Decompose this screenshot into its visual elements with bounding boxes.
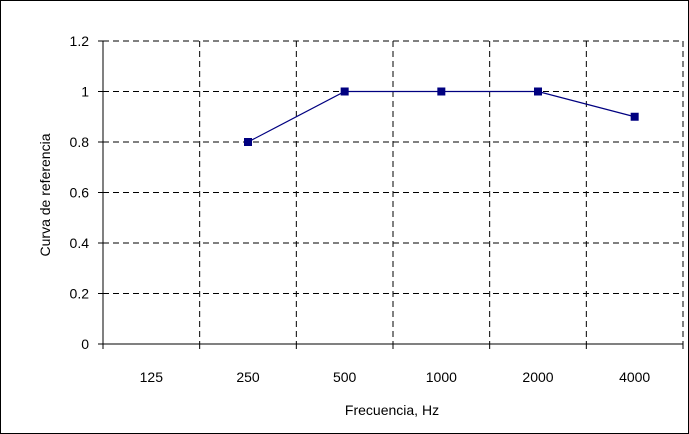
y-axis-label: Curva de referencia [37, 133, 53, 256]
tick-labels: 0 0.2 0.4 0.6 0.8 1 1.2 125 250 500 1000 2000 4000 [70, 33, 651, 385]
x-tick-label: 4000 [619, 369, 650, 385]
x-axis-label: Frecuencia, Hz [345, 402, 439, 418]
series-layer [244, 87, 639, 146]
y-tick-label: 0.2 [70, 286, 90, 302]
y-tick-label: 0.8 [70, 134, 90, 150]
y-tick-label: 0 [81, 336, 89, 352]
x-tick-label: 1000 [426, 369, 457, 385]
x-tick-label: 500 [333, 369, 357, 385]
grid-lines [103, 40, 684, 344]
axes [98, 40, 684, 349]
y-tick-label: 0.4 [70, 235, 90, 251]
y-tick-label: 0.6 [70, 185, 90, 201]
data-point-marker [630, 112, 639, 121]
data-point-marker [437, 87, 446, 96]
data-point-marker [340, 87, 349, 96]
x-tick-label: 125 [140, 369, 164, 385]
data-point-marker [534, 87, 542, 96]
data-point-marker [244, 138, 252, 146]
x-tick-label: 2000 [522, 369, 553, 385]
y-tick-label: 1 [81, 84, 89, 100]
series-line [247, 90, 635, 143]
y-tick-label: 1.2 [70, 33, 90, 49]
x-tick-label: 250 [236, 369, 260, 385]
